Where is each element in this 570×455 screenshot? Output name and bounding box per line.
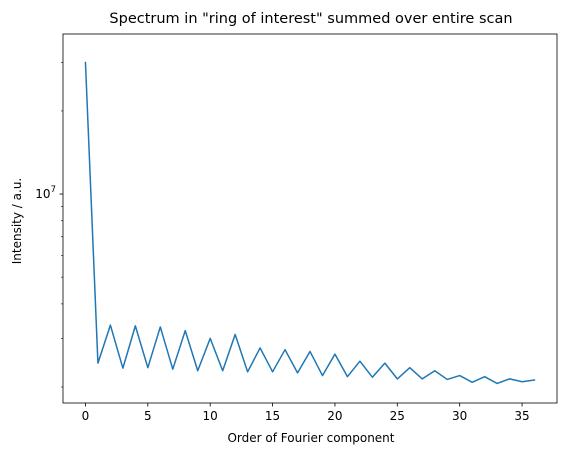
- x-tick-label: 25: [390, 409, 405, 423]
- x-tick-label: 5: [144, 409, 152, 423]
- y-axis-ticks: 107: [35, 62, 63, 388]
- chart-title: Spectrum in "ring of interest" summed ov…: [109, 11, 512, 27]
- y-axis-label: Intensity / a.u.: [10, 178, 24, 265]
- y-tick-label: 107: [35, 185, 56, 201]
- x-tick-label: 10: [203, 409, 218, 423]
- x-tick-label: 15: [265, 409, 280, 423]
- x-axis-label: Order of Fourier component: [227, 431, 394, 445]
- x-tick-label: 20: [327, 409, 342, 423]
- series-line: [84, 61, 536, 385]
- x-tick-label: 35: [514, 409, 529, 423]
- x-axis-ticks: 0 5 10 15 20 25 30 35: [82, 403, 530, 423]
- plot-frame: [62, 33, 558, 404]
- plot-area: [62, 33, 558, 404]
- x-tick-label: 30: [452, 409, 467, 423]
- x-tick-label: 0: [82, 409, 90, 423]
